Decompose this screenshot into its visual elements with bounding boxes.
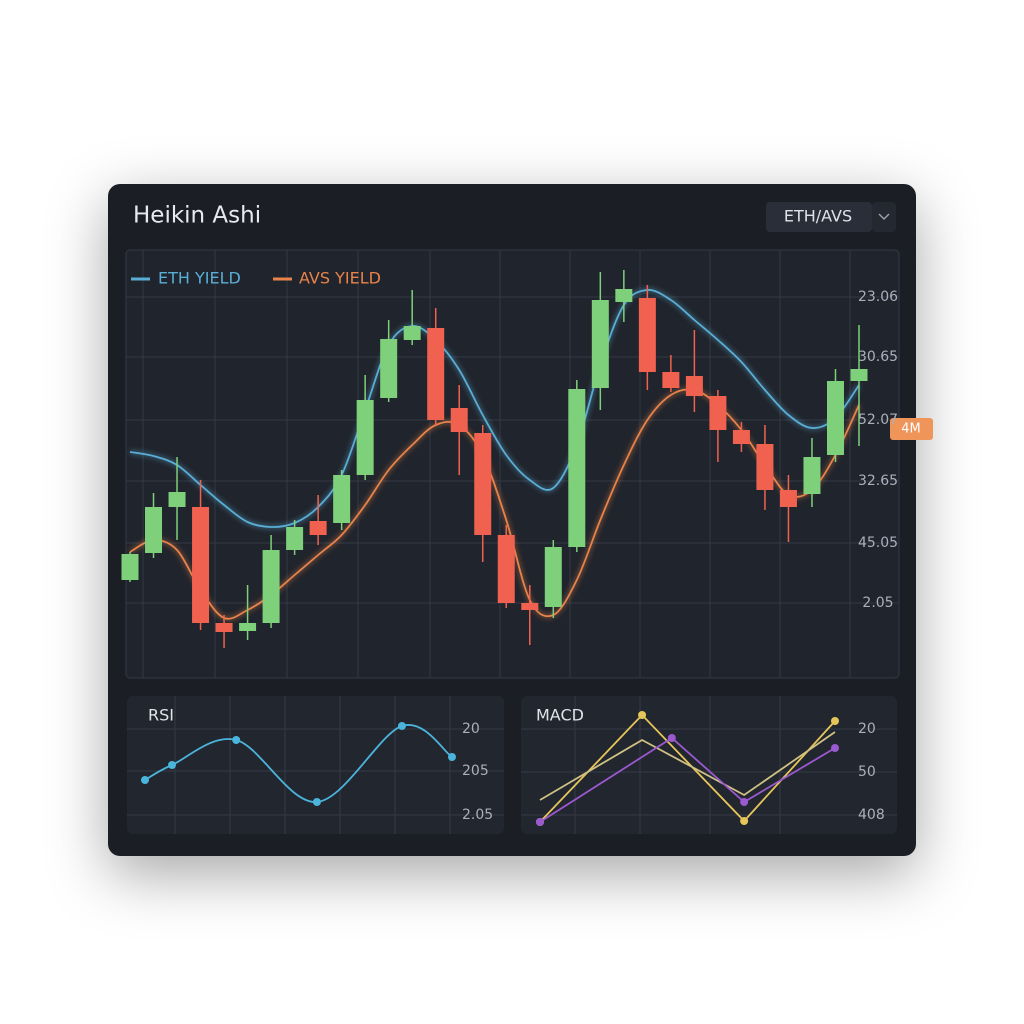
candle-body [427, 328, 445, 420]
axis-label: 32.65 [858, 473, 898, 489]
point [232, 736, 241, 744]
point [168, 761, 177, 769]
point [740, 798, 749, 806]
candle-body [192, 507, 210, 623]
candle-body [662, 372, 680, 388]
axis-label: 205 [462, 763, 489, 779]
axis-label: 30.65 [858, 349, 898, 365]
candle-body [850, 369, 868, 381]
candle-body [380, 339, 398, 398]
dropdown-button[interactable] [872, 202, 896, 232]
point [397, 722, 406, 730]
point [312, 798, 321, 806]
legend-label: AVS YIELD [299, 269, 381, 288]
chevron [878, 213, 890, 221]
axis-label: 2.05 [462, 807, 493, 823]
candle-body [615, 289, 633, 302]
candle-body [239, 623, 257, 631]
candle-body [591, 300, 609, 388]
point [667, 734, 676, 742]
axis-label: 2.05 [862, 595, 893, 611]
candle-body [826, 381, 844, 455]
panel-title: RSI [148, 706, 174, 725]
candle-body [474, 433, 492, 535]
candle-body [756, 444, 774, 490]
candle-body [521, 603, 539, 610]
candle-body [685, 376, 703, 396]
point [740, 817, 749, 825]
axis-label: 50 [858, 764, 876, 780]
candle-body [168, 492, 186, 507]
indicator-line [539, 736, 836, 823]
candle-body [779, 490, 797, 507]
pair-select[interactable] [766, 202, 872, 232]
candle-body [709, 396, 727, 430]
axis-label: 23.06 [858, 289, 898, 305]
point [831, 717, 839, 725]
point [831, 744, 839, 752]
point [141, 776, 149, 784]
indicator-line [539, 731, 836, 801]
yield-line [129, 388, 860, 620]
candle-body [403, 326, 421, 340]
pair-label: ETH/AVS [784, 207, 852, 226]
point [536, 818, 544, 826]
axis-label: 45.05 [858, 535, 898, 551]
macd-panel [521, 696, 897, 834]
candle-body [732, 430, 750, 444]
candle-body [145, 507, 163, 553]
candle-body [568, 389, 586, 547]
candle-body [638, 298, 656, 372]
candle-body [497, 535, 515, 603]
yield-line [129, 289, 860, 528]
legend-label: ETH YIELD [158, 269, 241, 288]
point [448, 753, 456, 761]
candle-body [309, 521, 327, 535]
candle-body [803, 457, 821, 494]
candle-body [121, 554, 139, 580]
candle-body [262, 550, 280, 623]
price-badge-label: 4M [901, 422, 921, 437]
candle-body [215, 623, 233, 632]
axis-label: 20 [858, 721, 876, 737]
axis-label: 408 [858, 807, 885, 823]
title: Heikin Ashi [133, 203, 261, 229]
candle-body [356, 400, 374, 475]
axis-label: 20 [462, 721, 480, 737]
axis-label: 52.07 [858, 412, 898, 428]
candle-body [286, 527, 304, 550]
point [638, 711, 647, 719]
candle-body [450, 408, 468, 432]
candle-body [544, 547, 562, 607]
candle-body [333, 475, 351, 523]
price-badge [890, 418, 933, 440]
rsi-panel [127, 696, 504, 834]
panel-title: MACD [536, 706, 584, 725]
